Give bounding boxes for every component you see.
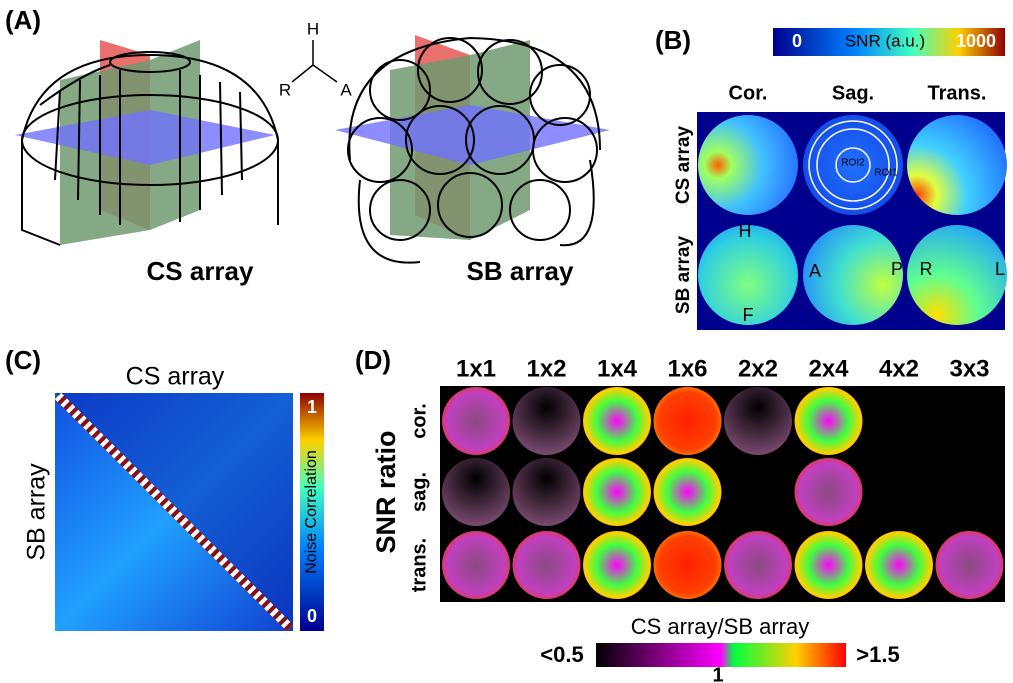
row-label: trans.: [408, 538, 430, 592]
ratio-map: [442, 387, 510, 455]
colorbar-max: 1000: [956, 31, 996, 51]
orientation-label: R: [920, 259, 933, 279]
caption: CS array: [147, 256, 254, 286]
ratio-map: [654, 531, 722, 599]
caption: SB array: [467, 256, 574, 286]
ratio-map: [442, 531, 510, 599]
colorbar-max: 1: [307, 397, 317, 417]
atom-label: H: [307, 19, 319, 38]
ratio-map: [583, 387, 651, 455]
column-label: 1x2: [526, 355, 566, 382]
column-label: 2x2: [738, 355, 778, 382]
ratio-map: [513, 458, 581, 526]
column-label: Cor.: [729, 82, 768, 104]
column-label: 1x4: [597, 355, 638, 382]
row-label: CS array: [673, 125, 694, 204]
ratio-map: [936, 458, 1004, 526]
figure: (A) H R A CS array SB array (B) 0 SNR (a…: [0, 0, 1013, 683]
sb-array-drawing: [335, 35, 610, 263]
ratio-map: [795, 387, 863, 455]
snr-map: [907, 115, 1007, 215]
ratio-map: [724, 458, 792, 526]
ratio-map: [583, 458, 651, 526]
ratio-map: [442, 458, 510, 526]
panel-label: (A): [5, 5, 41, 35]
panel-label: (D): [355, 345, 391, 375]
row-label: cor.: [408, 403, 430, 439]
ratio-map: [513, 387, 581, 455]
column-label: Sag.: [832, 82, 874, 104]
ratio-map: [513, 531, 581, 599]
molecule: [292, 40, 337, 82]
ratio-map: [865, 458, 933, 526]
ratio-map: [865, 531, 933, 599]
orientation-label: H: [739, 221, 752, 241]
ratio-map: [865, 387, 933, 455]
snr-map: [698, 115, 798, 215]
column-label: 1x1: [456, 355, 496, 382]
roi-label: ROI1: [874, 168, 898, 179]
colorbar-title: Noise Correlation: [303, 450, 320, 574]
ratio-map: [654, 387, 722, 455]
cs-array-drawing: [15, 40, 278, 245]
ratio-map: [936, 531, 1004, 599]
ratio-map: [724, 387, 792, 455]
colorbar-title: CS array/SB array: [631, 614, 810, 639]
colorbar-min: <0.5: [540, 642, 583, 667]
ratio-map: [583, 531, 651, 599]
colorbar-min: 0: [307, 606, 317, 626]
colorbar-mid: 1: [712, 664, 723, 683]
panel-label: (B): [655, 25, 691, 55]
orientation-label: F: [743, 305, 754, 325]
column-label: 4x2: [879, 355, 919, 382]
column-label: 2x4: [808, 355, 849, 382]
column-label: 1x6: [667, 355, 707, 382]
axis-title: SNR ratio: [371, 430, 401, 553]
column-label: Trans.: [928, 82, 987, 104]
ratio-map: [724, 531, 792, 599]
axis-title: CS array: [126, 363, 225, 391]
atom-label: A: [340, 80, 352, 99]
roi-label: ROI2: [841, 158, 865, 169]
colorbar-max: >1.5: [856, 642, 899, 667]
column-label: 3x3: [949, 355, 989, 382]
row-label: sag.: [408, 472, 430, 512]
panel-label: (C): [5, 345, 41, 375]
colorbar-title: SNR (a.u.): [845, 31, 925, 50]
axis-title: SB array: [23, 463, 51, 561]
orientation-label: L: [995, 259, 1005, 279]
ratio-map: [795, 458, 863, 526]
orientation-label: A: [809, 261, 821, 281]
colorbar-min: 0: [792, 31, 802, 51]
ratio-map: [795, 531, 863, 599]
atom-label: R: [279, 80, 291, 99]
row-label: SB array: [673, 235, 694, 314]
ratio-map: [654, 458, 722, 526]
ratio-map: [936, 387, 1004, 455]
orientation-label: P: [891, 259, 903, 279]
